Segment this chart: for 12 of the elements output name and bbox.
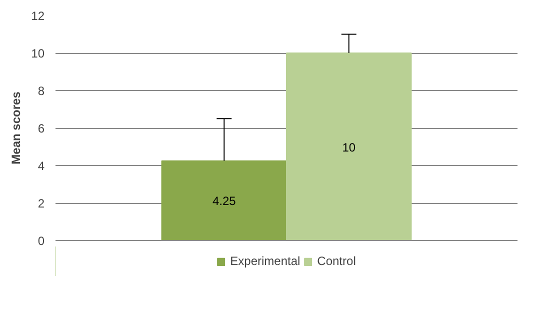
data-label: 10 (342, 140, 356, 154)
y-tick-label: 2 (38, 196, 45, 210)
y-tick-label: 4 (38, 159, 45, 173)
y-tick-label: 10 (31, 46, 45, 60)
legend-label: Control (317, 254, 356, 268)
y-tick-label: 12 (31, 9, 45, 23)
data-label: 4.25 (212, 194, 236, 208)
y-tick-label: 6 (38, 122, 45, 136)
legend-label: Experimental (230, 254, 300, 268)
y-axis-title: Mean scores (9, 91, 24, 164)
y-tick-label: 8 (38, 84, 45, 98)
y-tick-label: 0 (38, 234, 45, 248)
